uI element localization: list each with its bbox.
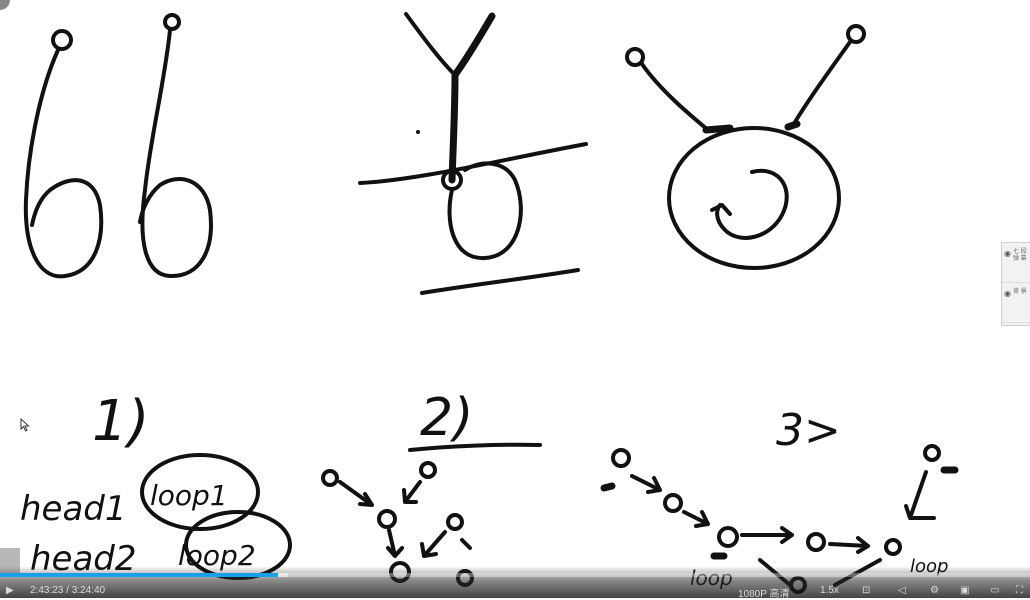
eye-icon: ◉ — [1004, 249, 1011, 258]
step-1-label: 1) — [92, 389, 149, 454]
speed-button[interactable]: 1.5x — [820, 585, 839, 596]
side-tool-panel[interactable]: ◉ 七 段 弹 幕 ◉ 背 景 — [1001, 242, 1030, 326]
settings-icon[interactable]: ⚙ — [930, 585, 939, 596]
danmaku-icon[interactable]: ⊡ — [862, 585, 871, 596]
side-panel-item-2[interactable]: ◉ 背 景 — [1002, 283, 1030, 323]
fullscreen-icon[interactable]: ⛶ — [1016, 585, 1023, 596]
side-panel-item-2-label: 背 景 — [1012, 289, 1027, 295]
play-icon[interactable]: ▶ — [6, 585, 14, 596]
sketch-cycle — [625, 24, 866, 270]
progress-track[interactable] — [0, 573, 1030, 577]
time-display: 2:43:23 / 3:24:40 — [30, 585, 106, 596]
mouse-cursor-icon — [20, 418, 30, 432]
pip-icon[interactable]: ▣ — [960, 585, 970, 596]
progress-buffered — [278, 573, 288, 577]
side-panel-item-1-label: 七 段 弹 幕 — [1012, 249, 1027, 262]
quality-button[interactable]: 1080P 高清 — [738, 589, 790, 600]
side-panel-item-1[interactable]: ◉ 七 段 弹 幕 — [1002, 243, 1030, 283]
step-1-group: 1) head1 loop1 head2 loop2 — [20, 389, 292, 580]
sketch-two-lists-merge — [23, 13, 213, 279]
window-corner — [0, 0, 10, 10]
head1-label: head1 — [20, 489, 127, 529]
loop1-label: loop1 — [150, 479, 228, 512]
step-3-label: 3> — [776, 405, 841, 456]
video-player-controls — [0, 566, 1030, 598]
widescreen-icon[interactable]: ▭ — [990, 585, 1000, 596]
control-row: ▶ 2:43:23 / 3:24:40 1080P 高清 1.5x ⊡ ◁ ⚙ … — [0, 584, 1030, 600]
eye-icon: ◉ — [1004, 289, 1011, 298]
progress-fill[interactable] — [0, 573, 278, 577]
step-2-label: 2) — [420, 388, 473, 448]
step-3-group: 3> loop loop — [600, 405, 959, 594]
volume-icon[interactable]: ◁ — [898, 585, 906, 596]
sketch-y-intersection — [358, 12, 588, 295]
step-2-group: 2) — [321, 388, 542, 587]
